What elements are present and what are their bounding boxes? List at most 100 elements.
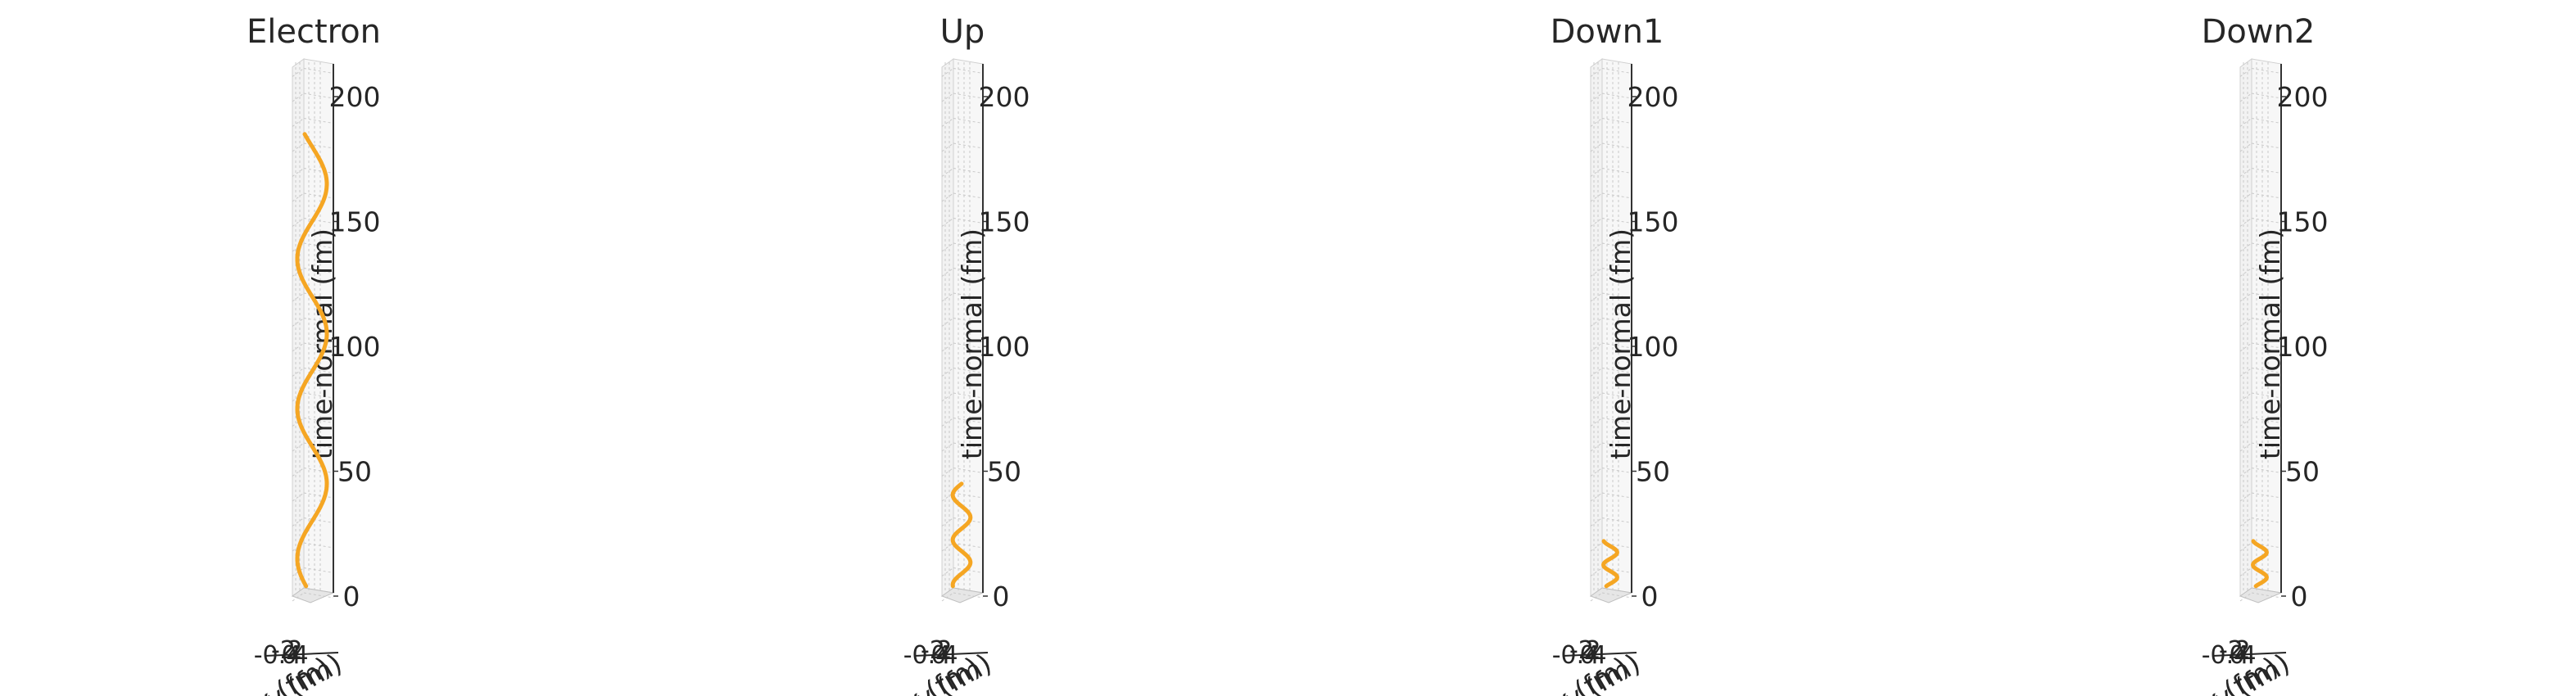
grid-line — [2239, 142, 2252, 152]
grid-line — [303, 592, 334, 599]
grid-line — [953, 492, 984, 499]
grid-line — [303, 418, 334, 423]
grid-line — [941, 592, 954, 602]
grid-line — [2251, 492, 2282, 499]
xy-tick-label: 0 — [1579, 641, 1595, 670]
grid-line — [303, 168, 334, 174]
grid-line — [1601, 118, 1632, 124]
grid-line — [1590, 292, 1603, 302]
z-tick-label: 150 — [329, 206, 381, 238]
grid-line — [953, 118, 984, 124]
grid-line — [1590, 242, 1603, 252]
z-tick-label: 150 — [2277, 206, 2329, 238]
z-tick-label: 50 — [337, 456, 372, 488]
grid-line — [1590, 168, 1603, 177]
grid-line — [953, 592, 984, 599]
grid-line — [292, 342, 305, 352]
grid-line — [1590, 392, 1603, 402]
grid-line — [2239, 318, 2252, 327]
series-line — [2251, 539, 2269, 589]
subplot-title: Down2 — [2202, 13, 2316, 51]
z-tick-label: 50 — [987, 456, 1021, 488]
grid-line — [2251, 468, 2282, 473]
grid-line — [303, 468, 334, 473]
grid-line — [953, 442, 984, 449]
xy-tick-label: -0.4 — [903, 641, 952, 670]
grid-line — [1590, 93, 1603, 102]
grid-line — [2251, 118, 2282, 124]
grid-line — [941, 318, 954, 327]
grid-line — [2251, 192, 2282, 199]
subplot-electron: Electron 0 50 100 150 200 time-normal (fm) -0.4… — [247, 13, 381, 696]
xy-tick-label: 2 — [936, 636, 952, 665]
grid-line — [941, 392, 954, 402]
x-axis-line — [2212, 652, 2287, 657]
z-tick-label: 50 — [2285, 456, 2320, 488]
grid-line — [292, 492, 305, 502]
grid-line — [941, 93, 954, 102]
series-line — [1601, 539, 1619, 589]
xy-tick-label: -2 — [271, 636, 296, 665]
grid-line — [941, 268, 954, 277]
grid-line — [292, 192, 305, 202]
xy-tick-label: -2 — [1569, 636, 1594, 665]
grid-line — [2239, 517, 2252, 527]
grid-line — [1590, 592, 1603, 602]
xy-tick-label: 4 — [1591, 641, 1606, 670]
subplot-title: Down1 — [1551, 13, 1664, 51]
grid-line — [292, 93, 305, 102]
xy-tick-label: 0 — [281, 641, 297, 670]
grid-line — [953, 142, 984, 149]
xy-tick-label: 4 — [942, 641, 958, 670]
z-tick-label: 0 — [1641, 581, 1659, 612]
grid-line — [941, 218, 954, 227]
grid-line — [1590, 318, 1603, 327]
grid-line — [2239, 492, 2252, 502]
grid-line — [941, 542, 954, 552]
grid-line — [1590, 218, 1603, 227]
grid — [1590, 62, 1632, 602]
grid-line — [941, 292, 954, 302]
grid-line — [941, 468, 954, 477]
grid-line — [941, 242, 954, 252]
grid-line — [1601, 168, 1632, 174]
x-axis-line — [264, 652, 339, 657]
grid-line — [2251, 142, 2282, 149]
grid-line — [1590, 342, 1603, 352]
grid-line — [1590, 368, 1603, 377]
grid-line — [2239, 292, 2252, 302]
pane-left — [2239, 58, 2252, 597]
z-axis-label: time-normal (fm) — [2254, 228, 2286, 459]
pane-left — [941, 58, 954, 597]
grid-line — [292, 368, 305, 377]
z-tick-label: 150 — [1628, 206, 1679, 238]
grid-line — [292, 218, 305, 227]
grid-line — [292, 292, 305, 302]
xy-tick-label: -0.4 — [2202, 641, 2250, 670]
grid-line — [941, 118, 954, 127]
grid-line — [2251, 418, 2282, 423]
grid-line — [2239, 368, 2252, 377]
grid-line — [941, 567, 954, 576]
xy-tick-label: -2 — [921, 636, 945, 665]
grid-line — [1590, 68, 1603, 77]
grid-line — [953, 418, 984, 423]
grid-line — [941, 442, 954, 452]
grid-line — [1601, 192, 1632, 199]
grid-line — [2239, 592, 2252, 602]
grid-line — [292, 442, 305, 452]
z-tick-label: 100 — [329, 331, 381, 363]
xy-tick-label: 2 — [1585, 636, 1600, 665]
grid-line — [1590, 542, 1603, 552]
series-line — [950, 481, 973, 589]
grid-line — [1601, 442, 1632, 449]
z-tick-label: 150 — [979, 206, 1030, 238]
grid-line — [1590, 418, 1603, 427]
grid-line — [941, 418, 954, 427]
grid-line — [292, 168, 305, 177]
z-tick-label: 200 — [1628, 81, 1679, 113]
